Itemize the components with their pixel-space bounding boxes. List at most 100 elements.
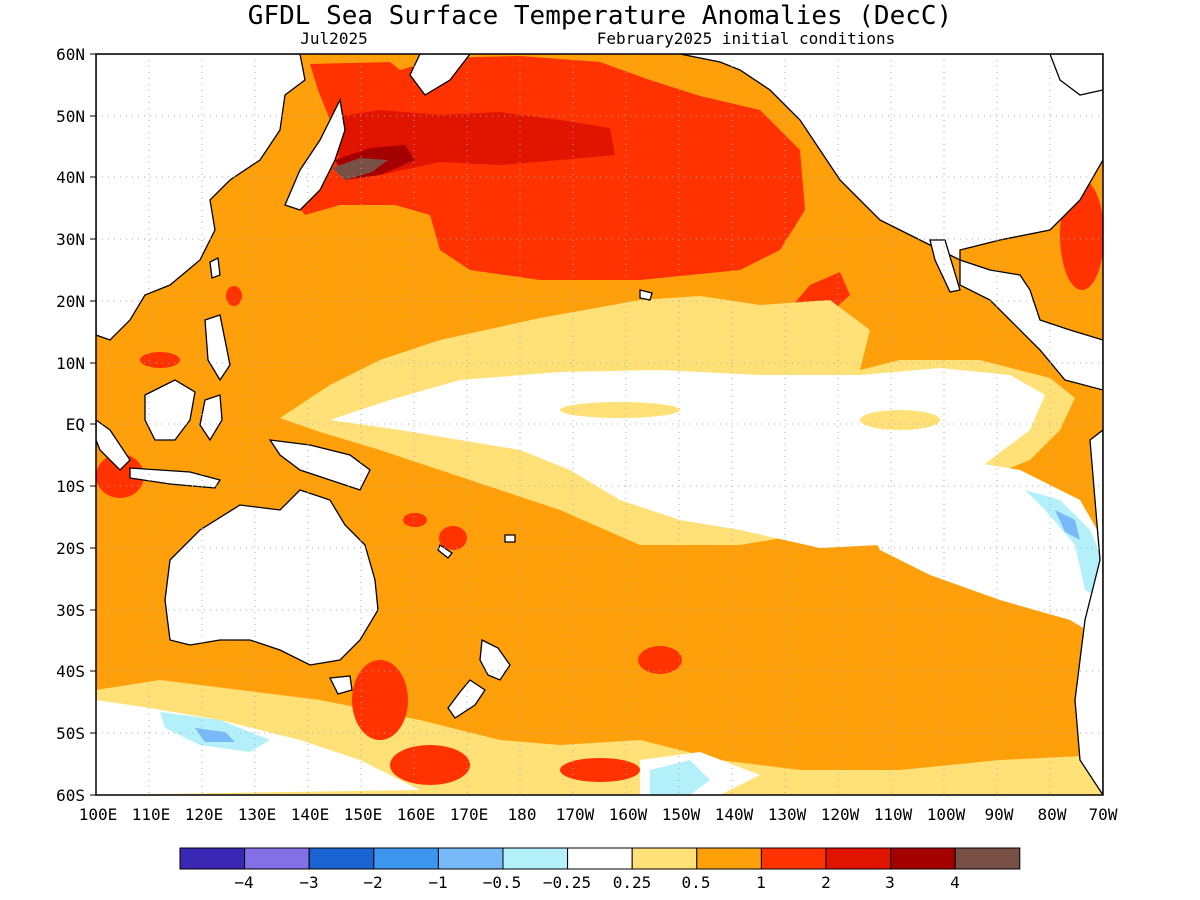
lon-label-110e: 110E bbox=[132, 805, 171, 824]
forecast-month-label: Jul2025 bbox=[300, 29, 367, 48]
landmass-australia bbox=[164, 489, 379, 666]
colorbar-swatch-10 bbox=[825, 847, 892, 870]
colorbar: −4 −3 −2 −1 −0.5 −0.25 0.25 0.5 1 2 3 4 bbox=[179, 847, 1021, 892]
anomaly-blob-2-h bbox=[226, 286, 242, 306]
lon-label-180: 180 bbox=[508, 805, 537, 824]
colorbar-swatch-5 bbox=[502, 847, 569, 870]
lat-label-40n: 40N bbox=[56, 168, 85, 187]
landmass-japan bbox=[284, 97, 346, 211]
initial-conditions-label: February2025 initial conditions bbox=[597, 29, 896, 48]
lon-label-150w: 150W bbox=[662, 805, 701, 824]
colorbar-label-minus4: −4 bbox=[234, 873, 253, 892]
anomaly-blob-2-f bbox=[390, 745, 470, 785]
colorbar-swatches bbox=[179, 847, 1021, 870]
colorbar-label-minus2: −2 bbox=[363, 873, 382, 892]
landmass-greenland-tip bbox=[1049, 54, 1103, 96]
anomaly-blob-0p5-a bbox=[560, 402, 680, 418]
landmass-sumatra bbox=[96, 419, 131, 471]
anomaly-blob-2-b bbox=[403, 513, 427, 527]
colorbar-label-3: 3 bbox=[885, 873, 895, 892]
lon-label-160w: 160W bbox=[609, 805, 648, 824]
lon-label-70w: 70W bbox=[1089, 805, 1118, 824]
lat-label-30n: 30N bbox=[56, 230, 85, 249]
colorbar-label-minus3: −3 bbox=[299, 873, 318, 892]
colorbar-swatch-1 bbox=[244, 847, 310, 870]
lon-label-120e: 120E bbox=[185, 805, 224, 824]
lat-label-50n: 50N bbox=[56, 107, 85, 126]
colorbar-label-4: 4 bbox=[950, 873, 960, 892]
colorbar-swatch-11 bbox=[890, 847, 956, 870]
lon-label-90w: 90W bbox=[985, 805, 1014, 824]
lon-label-130w: 130W bbox=[768, 805, 807, 824]
colorbar-label-0p25: 0.25 bbox=[613, 873, 652, 892]
lat-label-40s: 40S bbox=[56, 662, 85, 681]
lon-label-170w: 170W bbox=[556, 805, 595, 824]
colorbar-label-minus1: −1 bbox=[428, 873, 447, 892]
lat-label-10s: 10S bbox=[56, 477, 85, 496]
colorbar-label-2: 2 bbox=[821, 873, 831, 892]
anomaly-region-south-negative-c bbox=[650, 760, 710, 795]
landmass-taiwan bbox=[209, 257, 221, 279]
anomaly-blob-2-k bbox=[140, 352, 180, 368]
lon-label-110w: 110W bbox=[874, 805, 913, 824]
colorbar-swatch-2 bbox=[308, 847, 375, 870]
map-plot-area bbox=[96, 54, 1103, 795]
colorbar-swatch-6 bbox=[567, 847, 633, 870]
landmass-sulawesi bbox=[199, 394, 223, 442]
anomaly-region-southeast-pacific-negative bbox=[1025, 490, 1103, 600]
lon-label-100e: 100E bbox=[79, 805, 118, 824]
landmass-baja-california bbox=[929, 239, 961, 293]
colorbar-swatch-9 bbox=[760, 847, 827, 870]
landmass-new-zealand-south bbox=[447, 679, 486, 719]
landmass-asia-mainland bbox=[96, 54, 306, 341]
lat-label-60n: 60N bbox=[56, 45, 85, 64]
lat-label-30s: 30S bbox=[56, 601, 85, 620]
lon-label-120w: 120W bbox=[821, 805, 860, 824]
colorbar-swatch-4 bbox=[437, 847, 504, 870]
lat-label-50s: 50S bbox=[56, 724, 85, 743]
lon-label-100w: 100W bbox=[927, 805, 966, 824]
lat-label-60s: 60S bbox=[56, 786, 85, 805]
anomaly-shading bbox=[96, 56, 1103, 795]
lon-label-80w: 80W bbox=[1038, 805, 1067, 824]
lat-label-20s: 20S bbox=[56, 539, 85, 558]
colorbar-label-1: 1 bbox=[756, 873, 766, 892]
colorbar-swatch-8 bbox=[696, 847, 762, 870]
anomaly-blob-2-c bbox=[638, 646, 682, 674]
landmass-tasmania bbox=[328, 675, 353, 695]
lon-label-160e: 160E bbox=[397, 805, 436, 824]
lon-label-150e: 150E bbox=[344, 805, 383, 824]
lon-label-130e: 130E bbox=[238, 805, 277, 824]
landmass-borneo bbox=[144, 379, 196, 441]
lon-label-170e: 170E bbox=[450, 805, 489, 824]
landmass-fiji bbox=[504, 534, 516, 543]
anomaly-blob-2-g bbox=[560, 758, 640, 782]
colorbar-label-minus0p5: −0.5 bbox=[483, 873, 522, 892]
lon-label-140w: 140W bbox=[715, 805, 754, 824]
latitude-axis: 60N 50N 40N 30N 20N 10N EQ 10S 20S 30S 4… bbox=[56, 45, 96, 805]
lat-label-20n: 20N bbox=[56, 292, 85, 311]
landmass-java bbox=[129, 467, 222, 489]
anomaly-region-southeast-pacific-negative-2 bbox=[1055, 510, 1080, 540]
landmass-south-america bbox=[1074, 429, 1103, 795]
anomaly-region-north-pacific-above4 bbox=[332, 158, 388, 180]
landmass-kamchatka bbox=[409, 54, 471, 96]
anomaly-blob-2-e bbox=[352, 660, 408, 740]
landmass-new-guinea bbox=[268, 439, 371, 491]
colorbar-swatch-3 bbox=[373, 847, 439, 870]
lat-label-eq: EQ bbox=[66, 415, 85, 434]
colorbar-swatch-12 bbox=[954, 847, 1021, 870]
lat-label-10n: 10N bbox=[56, 354, 85, 373]
anomaly-blob-0p5-b bbox=[860, 410, 940, 430]
colorbar-swatch-7 bbox=[631, 847, 698, 870]
landmass-hawaii bbox=[639, 289, 653, 301]
map-title: GFDL Sea Surface Temperature Anomalies (… bbox=[248, 1, 952, 31]
anomaly-blob-2-d bbox=[96, 454, 144, 498]
colorbar-label-0p5: 0.5 bbox=[682, 873, 711, 892]
landmass-new-zealand-north bbox=[479, 638, 511, 681]
colorbar-swatch-0 bbox=[179, 847, 246, 870]
colorbar-label-minus0p25: −0.25 bbox=[543, 873, 591, 892]
anomaly-region-south-negative-b bbox=[195, 728, 235, 742]
anomaly-blob-2-a bbox=[439, 526, 467, 550]
